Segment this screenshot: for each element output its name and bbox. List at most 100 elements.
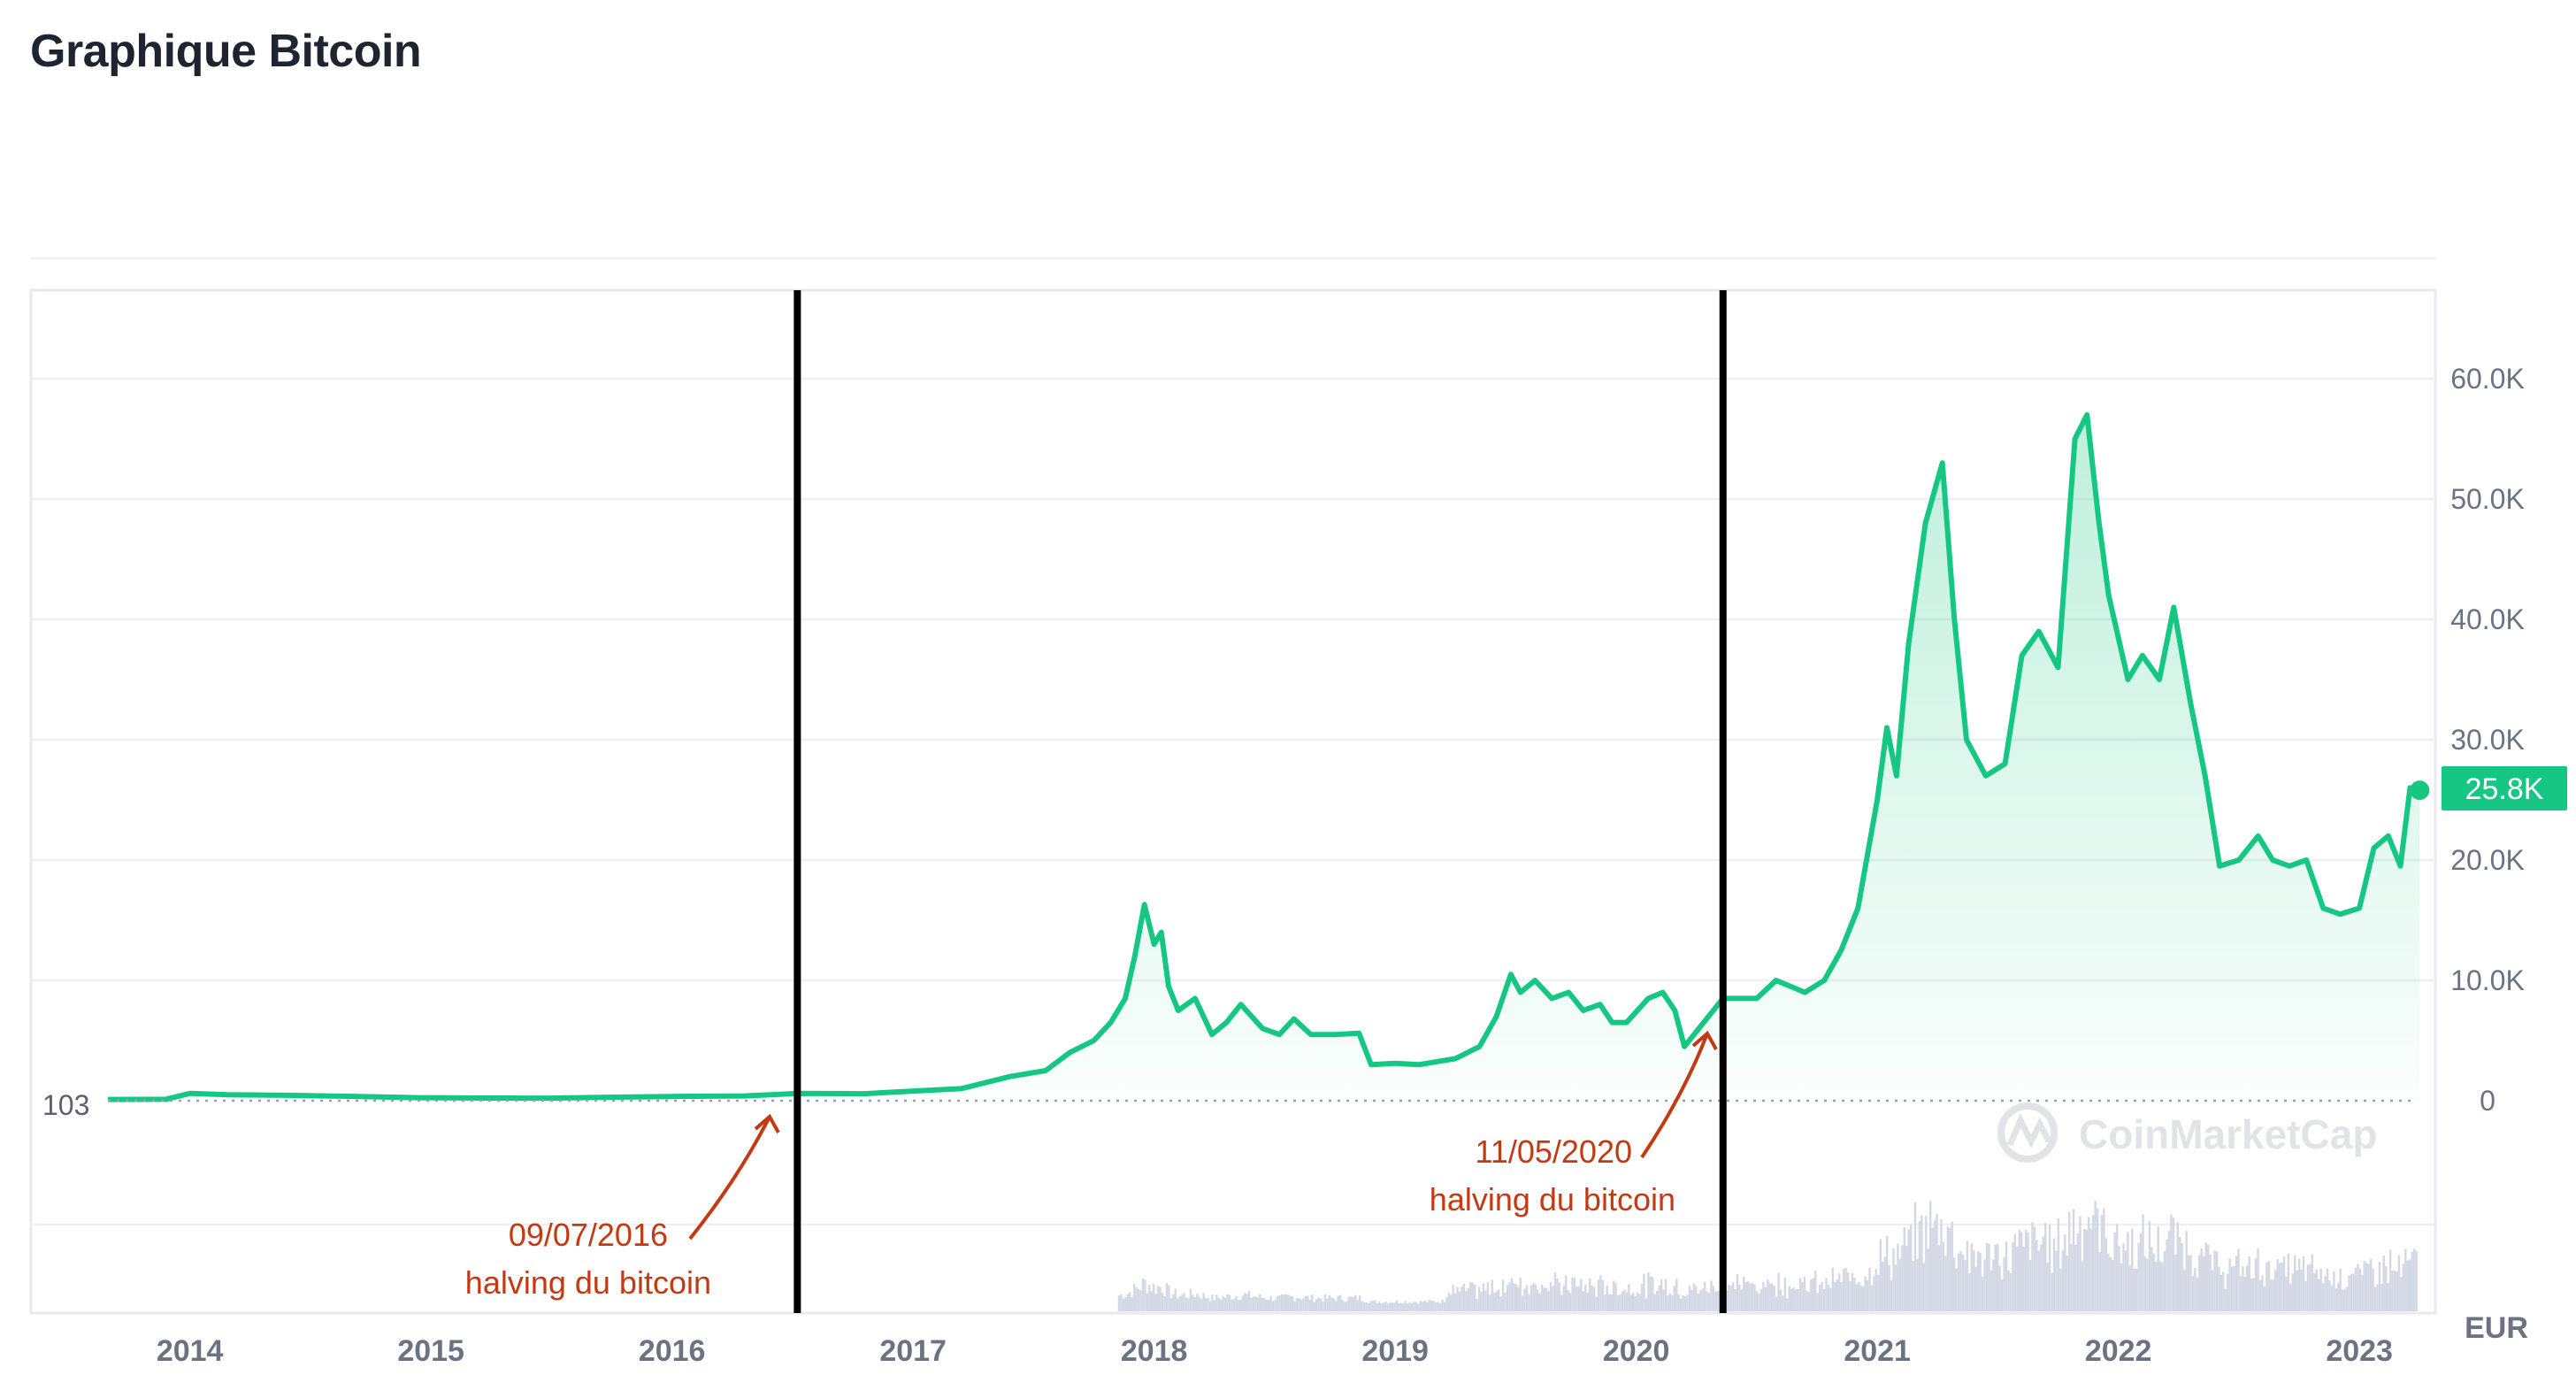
volume-bar <box>1988 1243 1990 1311</box>
volume-bar <box>1473 1284 1476 1311</box>
volume-bar <box>1894 1264 1898 1311</box>
volume-bar <box>2115 1224 2119 1311</box>
volume-bar <box>1692 1283 1696 1311</box>
volume-bar <box>1703 1281 1706 1311</box>
volume-bar <box>2016 1246 2019 1311</box>
volume-bar <box>1196 1294 1199 1311</box>
volume-bar <box>1254 1296 1257 1311</box>
volume-bar <box>2155 1262 2158 1311</box>
price-line <box>107 411 2421 1102</box>
volume-bar <box>1308 1300 1311 1311</box>
volume-bar <box>1241 1295 1244 1311</box>
volume-bar <box>1973 1250 1975 1311</box>
volume-bar <box>2028 1260 2032 1311</box>
volume-bar <box>2172 1217 2175 1311</box>
volume-bar <box>1538 1293 1541 1311</box>
volume-bar <box>1541 1284 1544 1311</box>
volume-bar <box>1322 1301 1324 1311</box>
volume-bar <box>2235 1256 2238 1311</box>
volume-bar <box>2185 1231 2188 1311</box>
volume-bar <box>1419 1300 1422 1311</box>
volume-bar <box>1838 1273 1841 1311</box>
volume-bar <box>2112 1259 2114 1311</box>
volume-bar <box>2276 1259 2279 1311</box>
volume-bar <box>2289 1284 2292 1311</box>
volume-bar <box>1647 1272 1650 1311</box>
volume-bar <box>1124 1297 1127 1311</box>
volume-bar <box>1230 1299 1233 1311</box>
volume-bar <box>1677 1294 1680 1311</box>
currency-label: EUR <box>2465 1311 2528 1345</box>
volume-bar <box>1393 1302 1396 1311</box>
volume-bar <box>1573 1278 1576 1311</box>
volume-bar <box>1315 1299 1318 1311</box>
volume-bar <box>1237 1299 1240 1311</box>
volume-bar <box>2315 1269 2318 1311</box>
volume-bar <box>2406 1260 2409 1311</box>
volume-bar <box>2176 1222 2179 1311</box>
volume-bar <box>1126 1294 1129 1311</box>
volume-bar <box>1827 1284 1830 1311</box>
volume-bar <box>1946 1226 1950 1311</box>
volume-bar <box>1576 1287 1578 1311</box>
volume-bar <box>1477 1287 1481 1311</box>
volume-bar <box>1207 1298 1209 1311</box>
current-price-dot <box>2410 780 2430 801</box>
volume-bar <box>1729 1286 1732 1311</box>
volume-bar <box>1293 1301 1296 1311</box>
current-value-badge: 25.8K <box>2442 766 2567 810</box>
volume-bar <box>1592 1287 1596 1311</box>
volume-bar <box>2367 1264 2370 1311</box>
volume-bar <box>1695 1286 1698 1311</box>
volume-bar <box>1176 1298 1179 1311</box>
volume-bar <box>2098 1252 2101 1311</box>
volume-bar <box>1367 1302 1370 1311</box>
volume-bar <box>2363 1261 2365 1311</box>
y-tick-label: 20.0K <box>2450 844 2525 876</box>
volume-bar <box>2361 1275 2364 1311</box>
volume-bar <box>2007 1270 2010 1311</box>
volume-bar <box>1690 1289 1693 1311</box>
volume-bar <box>1762 1282 1765 1311</box>
volume-bar <box>2380 1283 2383 1311</box>
volume-bar <box>2230 1266 2234 1311</box>
volume-bar <box>2378 1262 2381 1311</box>
volume-bar <box>1261 1297 1264 1311</box>
volume-bar <box>1144 1279 1146 1311</box>
volume-bar <box>1644 1298 1648 1311</box>
volume-bar <box>1736 1274 1739 1311</box>
volume-bar <box>2330 1285 2334 1311</box>
volume-bar <box>2254 1258 2258 1311</box>
volume-bar <box>1567 1289 1569 1311</box>
volume-bar <box>2352 1273 2355 1311</box>
volume-bar <box>1382 1302 1385 1311</box>
volume-bar <box>1783 1277 1787 1311</box>
volume-bar <box>2059 1268 2062 1311</box>
volume-bar <box>2354 1267 2358 1311</box>
volume-bar <box>2350 1273 2353 1311</box>
volume-bar <box>2067 1212 2071 1311</box>
annotation-arrow <box>688 1116 771 1241</box>
volume-bar <box>2326 1268 2329 1311</box>
volume-bar <box>1330 1297 1333 1311</box>
volume-bar <box>1897 1243 1899 1311</box>
volume-bar <box>1864 1276 1867 1311</box>
volume-bar <box>1767 1279 1769 1311</box>
volume-bar <box>1584 1284 1587 1311</box>
volume-bar <box>1710 1280 1713 1311</box>
volume-bar <box>1743 1277 1745 1311</box>
volume-bar <box>2273 1270 2277 1311</box>
volume-bar <box>2294 1255 2296 1311</box>
volume-bar <box>2094 1200 2097 1311</box>
volume-bar <box>2083 1228 2086 1311</box>
volume-bar <box>1513 1283 1515 1311</box>
volume-bar <box>2100 1214 2104 1311</box>
volume-bar <box>1552 1286 1554 1311</box>
volume-bar <box>1493 1292 1496 1311</box>
volume-bar <box>1825 1278 1828 1311</box>
volume-bar <box>2297 1258 2301 1311</box>
volume-bar <box>1200 1299 1203 1311</box>
volume-bar <box>1859 1285 1862 1311</box>
volume-bar <box>1452 1285 1454 1311</box>
volume-bar <box>2027 1232 2029 1311</box>
